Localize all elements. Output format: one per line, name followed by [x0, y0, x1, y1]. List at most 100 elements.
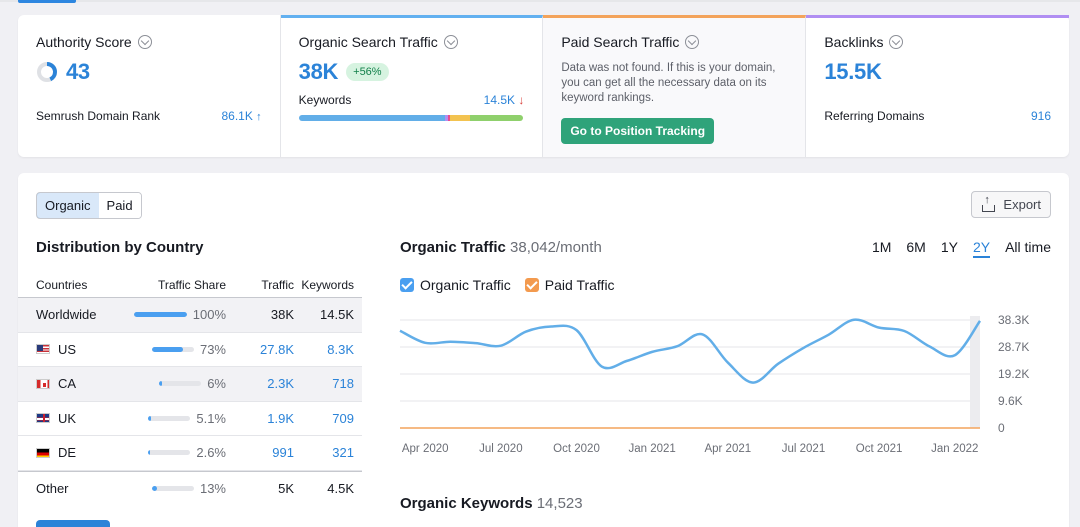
export-button[interactable]: Export [971, 191, 1051, 218]
paid-traffic-title: Paid Search Traffic [561, 34, 680, 50]
ca-flag-icon [36, 378, 50, 389]
referring-domains-label: Referring Domains [824, 109, 925, 123]
period-6m[interactable]: 6M [906, 239, 926, 255]
active-tab-indicator [18, 0, 76, 3]
toggle-paid[interactable]: Paid [98, 193, 141, 218]
keywords-link[interactable]: 8.3K [327, 341, 354, 357]
x-tick-label: Apr 2021 [704, 443, 751, 455]
view-details-button[interactable] [36, 520, 110, 527]
share-bar [148, 450, 191, 456]
table-header: Countries Traffic Share Traffic Keywords [18, 273, 362, 298]
traffic-link[interactable]: 1.9K [267, 410, 294, 426]
country-name: UK [58, 410, 77, 426]
position-tracking-button[interactable]: Go to Position Tracking [561, 118, 715, 144]
period-2y[interactable]: 2Y [972, 239, 991, 258]
authority-donut-icon [37, 62, 57, 82]
period-1y[interactable]: 1Y [940, 239, 958, 255]
table-row[interactable]: CA 6% 2.3K 718 [18, 367, 362, 402]
table-row[interactable]: US 73% 27.8K 8.3K [18, 333, 362, 367]
share-bar [151, 485, 194, 491]
keywords-link[interactable]: 709 [332, 410, 354, 426]
y-tick-label: 28.7K [998, 340, 1029, 354]
us-flag-icon [36, 344, 50, 355]
backlinks-card[interactable]: Backlinks 15.5K Referring Domains 916 [806, 15, 1070, 157]
organic-traffic-card[interactable]: Organic Search Traffic 38K +56% Keywords… [280, 15, 544, 157]
country-name: DE [58, 445, 77, 461]
paid-traffic-card[interactable]: Paid Search Traffic Data was not found. … [543, 15, 807, 157]
authority-score-title: Authority Score [36, 33, 262, 51]
traffic-link[interactable]: 991 [272, 445, 294, 461]
domain-rank-value[interactable]: 86.1K ↑ [221, 109, 262, 123]
authority-score-value[interactable]: 43 [66, 59, 90, 84]
incomplete-period-band [970, 316, 980, 428]
keyword-position-bar[interactable] [298, 115, 523, 121]
country-name: US [58, 341, 77, 357]
uk-flag-icon [36, 413, 50, 424]
country-name: Worldwide [36, 307, 97, 323]
traffic-panel: Organic Paid Export Distribution by Coun… [18, 173, 1069, 527]
y-tick-label: 9.6K [998, 394, 1023, 408]
x-tick-label: Jul 2021 [782, 443, 825, 455]
table-row[interactable]: UK 5.1% 1.9K 709 [18, 402, 362, 436]
keywords-value[interactable]: 14.5K ↓ [483, 93, 525, 107]
share-fill [148, 450, 150, 456]
table-row[interactable]: Worldwide 100% 38K 14.5K [18, 298, 362, 333]
organic-paid-toggle: Organic Paid [36, 192, 142, 219]
authority-score-card[interactable]: Authority Score 43 Semrush Domain Rank 8… [18, 15, 281, 157]
table-row[interactable]: DE 2.6% 991 321 [18, 436, 362, 471]
keywords-link[interactable]: 718 [332, 376, 354, 392]
keywords-label: Keywords [298, 93, 352, 107]
y-tick-label: 38.3K [998, 313, 1029, 327]
domain-rank-label: Semrush Domain Rank [36, 109, 161, 123]
share-fill [148, 415, 151, 421]
de-flag-icon [36, 447, 50, 458]
share-bar [151, 346, 194, 352]
country-table: Countries Traffic Share Traffic Keywords… [18, 273, 362, 505]
y-tick-label: 0 [998, 421, 1005, 435]
backlinks-value[interactable]: 15.5K [824, 59, 882, 84]
period-all-time[interactable]: All time [1005, 239, 1051, 255]
distribution-title: Distribution by Country [36, 239, 204, 256]
table-row[interactable]: Other 13% 5K 4.5K [18, 470, 362, 506]
organic-traffic-chart[interactable]: 38.3K 28.7K 19.2K 9.6K 0 Apr 2020 Jul 2020 Oct … [388, 308, 1058, 458]
x-tick-label: Apr 2020 [402, 443, 449, 455]
top-divider [0, 0, 1080, 3]
x-tick-label: Jan 2022 [931, 443, 978, 455]
referring-domains-value[interactable]: 916 [1030, 109, 1052, 123]
organic-traffic-value[interactable]: 38K [298, 59, 339, 84]
organic-traffic-line [399, 318, 982, 384]
period-1m[interactable]: 1M [871, 239, 892, 255]
no-data-message: Data was not found. If this is your doma… [561, 62, 776, 104]
legend-organic-traffic[interactable]: Organic Traffic [400, 277, 511, 293]
export-icon [981, 194, 996, 212]
share-fill [151, 485, 158, 491]
info-icon[interactable] [685, 35, 700, 49]
checkbox-icon[interactable] [524, 278, 539, 292]
info-icon[interactable] [443, 35, 458, 49]
x-tick-label: Jul 2020 [479, 443, 522, 455]
share-fill [159, 381, 162, 387]
growth-badge: +56% [346, 63, 389, 81]
traffic-link[interactable]: 2.3K [267, 376, 294, 392]
traffic-link[interactable]: 27.8K [260, 341, 294, 357]
y-tick-label: 19.2K [998, 367, 1029, 381]
x-tick-label: Oct 2021 [856, 443, 903, 455]
arrow-down-icon: ↓ [518, 93, 525, 107]
keywords-link[interactable]: 321 [332, 445, 354, 461]
share-fill [134, 312, 187, 318]
country-name: CA [58, 376, 77, 392]
organic-traffic-title: Organic Search Traffic [298, 34, 438, 50]
x-tick-label: Oct 2020 [553, 443, 600, 455]
share-bar [159, 381, 202, 387]
chart-legend: Organic Traffic Paid Traffic [400, 277, 615, 293]
backlinks-title: Backlinks [824, 34, 884, 50]
x-tick-label: Jan 2021 [629, 443, 676, 455]
toggle-organic[interactable]: Organic [36, 193, 100, 218]
share-bar [148, 415, 191, 421]
summary-cards: Authority Score 43 Semrush Domain Rank 8… [18, 15, 1070, 157]
info-icon[interactable] [889, 35, 904, 49]
checkbox-icon[interactable] [400, 278, 414, 292]
info-icon[interactable] [137, 35, 152, 49]
share-fill [151, 346, 183, 352]
legend-paid-traffic[interactable]: Paid Traffic [524, 277, 615, 293]
